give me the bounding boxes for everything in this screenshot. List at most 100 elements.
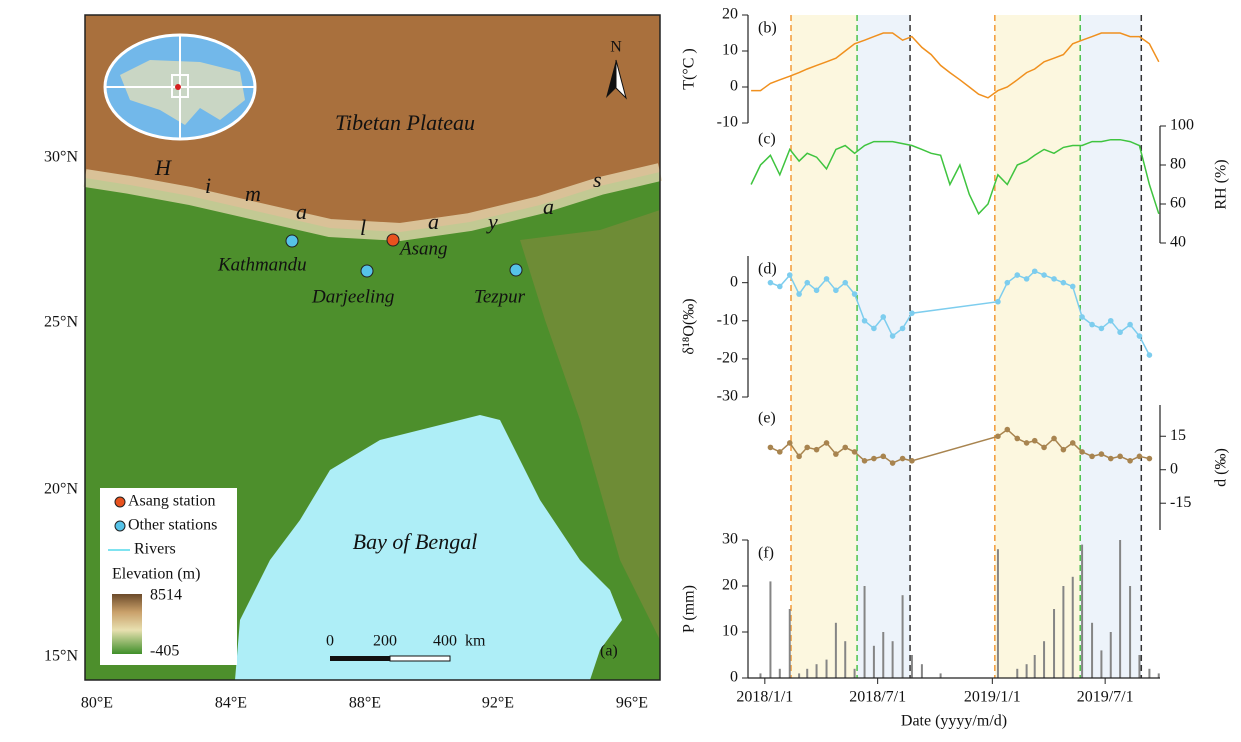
series-point bbox=[1127, 458, 1133, 464]
bar bbox=[1138, 655, 1141, 678]
y-tick-label: 0 bbox=[730, 669, 738, 686]
y-tick-label: 30 bbox=[722, 531, 738, 548]
bar bbox=[759, 673, 762, 678]
y-tick-label: 20 bbox=[722, 577, 738, 594]
series-point bbox=[889, 460, 896, 466]
series-point bbox=[796, 291, 802, 297]
bar bbox=[996, 549, 999, 678]
eastern-hills bbox=[520, 210, 660, 640]
y-tick-label: 40 bbox=[1170, 234, 1186, 251]
station-marker bbox=[386, 233, 400, 247]
y-tick-label: -15 bbox=[1170, 494, 1191, 511]
series-point bbox=[1014, 272, 1021, 278]
legend-label: Asang station bbox=[128, 493, 216, 510]
series-point bbox=[1041, 272, 1047, 278]
bar bbox=[872, 645, 875, 678]
scale-bar bbox=[389, 655, 451, 662]
bar bbox=[1025, 664, 1028, 678]
series-point bbox=[1014, 435, 1021, 442]
series-point bbox=[823, 276, 830, 282]
bar bbox=[834, 622, 837, 678]
series-point bbox=[1117, 453, 1123, 460]
lon-tick-label: 88°E bbox=[349, 695, 381, 712]
series-point bbox=[871, 455, 877, 462]
y-axis-label: P (mm) bbox=[681, 585, 698, 633]
bar bbox=[798, 673, 801, 678]
bar bbox=[815, 664, 818, 678]
y-tick-label: -30 bbox=[717, 388, 738, 405]
season-shade bbox=[1080, 15, 1142, 678]
bar bbox=[806, 668, 809, 678]
station-label: Asang bbox=[398, 238, 448, 259]
series-point bbox=[1127, 321, 1133, 328]
map: N Tibetan Plateau H i m a l a y a s Kath… bbox=[44, 14, 663, 712]
bar bbox=[844, 641, 847, 678]
y-axis-label: d (‰) bbox=[1213, 448, 1230, 487]
map-frame bbox=[84, 14, 661, 681]
range-letter: s bbox=[593, 167, 602, 192]
y-tick-label: -20 bbox=[717, 350, 738, 367]
series-point bbox=[767, 444, 774, 451]
legend-label: Other stations bbox=[128, 517, 217, 534]
scale-bar bbox=[330, 656, 390, 661]
series-point bbox=[1136, 453, 1143, 460]
station-marker bbox=[285, 234, 299, 248]
bar bbox=[1081, 544, 1084, 678]
station-label: Kathmandu bbox=[217, 254, 307, 275]
series-point bbox=[1098, 451, 1105, 457]
station-label: Tezpur bbox=[474, 286, 526, 307]
y-axis-label: T(°C ) bbox=[681, 48, 698, 90]
panel-label: (a) bbox=[600, 643, 618, 660]
range-letter: a bbox=[543, 194, 554, 219]
bar bbox=[891, 641, 894, 678]
series-point bbox=[1146, 352, 1153, 358]
series-point bbox=[1117, 329, 1123, 336]
series-point bbox=[804, 444, 811, 451]
bar bbox=[1119, 540, 1122, 678]
series-point bbox=[1079, 449, 1085, 455]
bar bbox=[939, 673, 942, 678]
series-point bbox=[786, 440, 793, 446]
series-point bbox=[776, 449, 783, 455]
series-point bbox=[1136, 333, 1143, 339]
series-point bbox=[833, 287, 839, 294]
x-tick-label: 2018/7/1 bbox=[849, 689, 906, 706]
y-tick-label: -10 bbox=[717, 311, 738, 328]
series-point bbox=[880, 314, 887, 320]
lon-tick-label: 96°E bbox=[616, 695, 648, 712]
scale-unit: km bbox=[465, 633, 486, 650]
range-letter: a bbox=[296, 199, 307, 224]
range-letter: y bbox=[486, 209, 498, 234]
x-axis-label: Date (yyyy/m/d) bbox=[901, 713, 1007, 730]
series-point bbox=[861, 317, 868, 324]
bar bbox=[1100, 650, 1103, 678]
series-point bbox=[871, 325, 877, 332]
series-point bbox=[1079, 314, 1085, 320]
bar bbox=[1033, 655, 1036, 678]
range-letter: l bbox=[360, 215, 366, 240]
series-point bbox=[1069, 440, 1076, 446]
panel-label: (e) bbox=[758, 410, 776, 427]
inset-box bbox=[171, 74, 189, 98]
y-tick-label: 100 bbox=[1170, 117, 1194, 134]
panel-label: (d) bbox=[758, 261, 777, 278]
x-tick-label: 2019/1/1 bbox=[964, 689, 1021, 706]
bar bbox=[778, 668, 781, 678]
series-point bbox=[1146, 455, 1153, 462]
x-tick-label: 2018/1/1 bbox=[736, 689, 793, 706]
bar bbox=[788, 609, 791, 678]
bar bbox=[769, 581, 772, 678]
series-point bbox=[1060, 279, 1067, 286]
elevation-min: -405 bbox=[150, 643, 179, 660]
season-shade bbox=[857, 15, 911, 678]
series-point bbox=[823, 440, 830, 446]
series-point bbox=[1023, 440, 1030, 446]
series-point bbox=[861, 458, 868, 464]
north-arrow bbox=[615, 59, 627, 100]
lat-tick-label: 15°N bbox=[44, 648, 78, 665]
bar bbox=[910, 655, 913, 678]
y-tick-label: 0 bbox=[730, 273, 738, 290]
bar bbox=[825, 659, 828, 678]
series-point bbox=[1051, 435, 1057, 442]
